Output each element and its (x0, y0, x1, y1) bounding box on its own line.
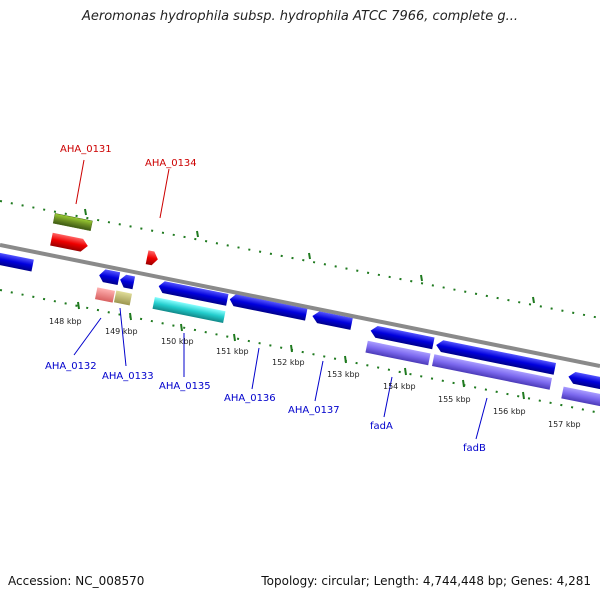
feature-aha-0132[interactable] (98, 268, 121, 286)
label-fadb[interactable]: fadB (463, 443, 486, 454)
feature-aha-0136[interactable] (229, 293, 308, 321)
label-aha-0133[interactable]: AHA_0133 (102, 371, 154, 382)
genome-backbone (0, 243, 600, 368)
feature-cyan[interactable] (152, 297, 226, 323)
feature-aha-0134[interactable] (145, 250, 160, 266)
feature-tan[interactable] (113, 290, 133, 306)
feature-fada-upper[interactable] (369, 325, 435, 350)
label-leaders (73, 159, 488, 440)
feature-fadb-upper[interactable] (435, 339, 557, 375)
tick-label: 152 kbp (272, 358, 305, 367)
label-aha-0135[interactable]: AHA_0135 (159, 381, 211, 392)
tick-label: 153 kbp (327, 370, 360, 379)
tick-label: 154 kbp (383, 382, 416, 391)
label-aha-0134[interactable]: AHA_0134 (145, 158, 197, 169)
label-aha-0131[interactable]: AHA_0131 (60, 144, 112, 155)
label-fada[interactable]: fadA (370, 421, 393, 432)
feature-right-edge-slate[interactable] (561, 386, 600, 408)
feature-fada[interactable] (365, 340, 431, 366)
feature-aha-0133[interactable] (119, 274, 136, 290)
accession-text: Accession: NC_008570 (8, 574, 145, 588)
label-aha-0137[interactable]: AHA_0137 (288, 405, 340, 416)
tick-label: 149 kbp (105, 327, 138, 336)
tick-label: 156 kbp (493, 407, 526, 416)
genome-summary: Topology: circular; Length: 4,744,448 bp… (261, 574, 591, 588)
tick-ring-outer (0, 200, 600, 319)
tick-label: 157 kbp (548, 420, 581, 429)
feature-aha-0137[interactable] (311, 310, 353, 330)
feature-aha-0135[interactable] (158, 280, 229, 306)
tick-label: 148 kbp (49, 317, 82, 326)
feature-right-edge-blue[interactable] (567, 371, 600, 391)
feature-olive[interactable] (52, 213, 93, 232)
feature-pink[interactable] (94, 287, 116, 303)
map-title: Aeromonas hydrophila subsp. hydrophila A… (81, 9, 519, 24)
tick-label: 155 kbp (438, 395, 471, 404)
tick-ring-inner (0, 289, 600, 414)
tick-label: 151 kbp (216, 347, 249, 356)
label-aha-0132[interactable]: AHA_0132 (45, 361, 97, 372)
feature-aha-0131[interactable] (50, 232, 89, 253)
label-aha-0136[interactable]: AHA_0136 (224, 393, 276, 404)
feature-fadb[interactable] (431, 354, 553, 390)
tick-label: 150 kbp (161, 337, 194, 346)
feature-left-edge[interactable] (0, 252, 34, 272)
